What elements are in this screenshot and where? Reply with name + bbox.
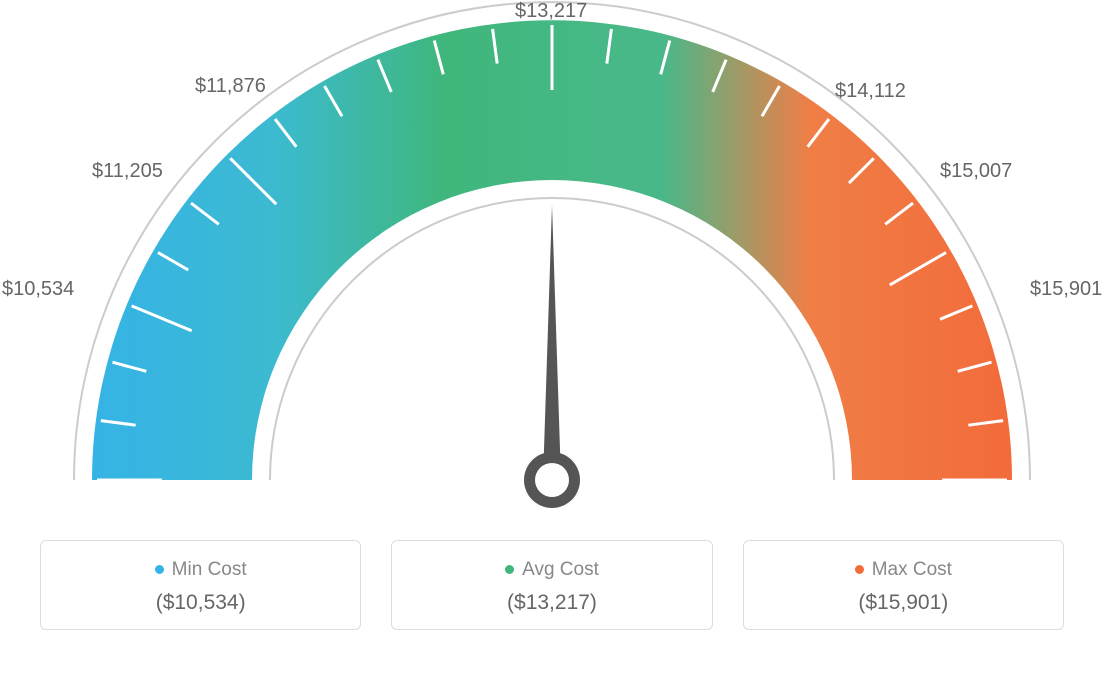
legend-avg: Avg Cost ($13,217) (391, 540, 712, 630)
gauge-tick-label: $11,876 (195, 75, 266, 98)
dot-icon (505, 565, 514, 574)
legend-avg-value: ($13,217) (402, 591, 701, 615)
gauge-tick-label: $11,205 (92, 160, 163, 183)
legend-max-value: ($15,901) (754, 591, 1053, 615)
legend-min: Min Cost ($10,534) (40, 540, 361, 630)
legend-max-title-text: Max Cost (872, 559, 952, 580)
legend-avg-title-text: Avg Cost (522, 559, 599, 580)
legend-max: Max Cost ($15,901) (743, 540, 1064, 630)
gauge-tick-label: $14,112 (835, 80, 906, 103)
legend-min-title: Min Cost (51, 559, 350, 581)
cost-gauge: $10,534 $11,205 $11,876 $13,217 $14,112 $15,0… (0, 0, 1104, 520)
legend-avg-title: Avg Cost (402, 559, 701, 581)
gauge-svg (0, 0, 1104, 520)
legend-min-title-text: Min Cost (172, 559, 247, 580)
gauge-tick-label: $13,217 (515, 0, 587, 23)
legend-min-value: ($10,534) (51, 591, 350, 615)
legend-max-title: Max Cost (754, 559, 1053, 581)
gauge-tick-label: $15,901 (1030, 278, 1102, 301)
dot-icon (855, 565, 864, 574)
gauge-tick-label: $15,007 (940, 160, 1012, 183)
gauge-tick-label: $10,534 (2, 278, 74, 301)
legend-row: Min Cost ($10,534) Avg Cost ($13,217) Ma… (0, 540, 1104, 630)
dot-icon (155, 565, 164, 574)
